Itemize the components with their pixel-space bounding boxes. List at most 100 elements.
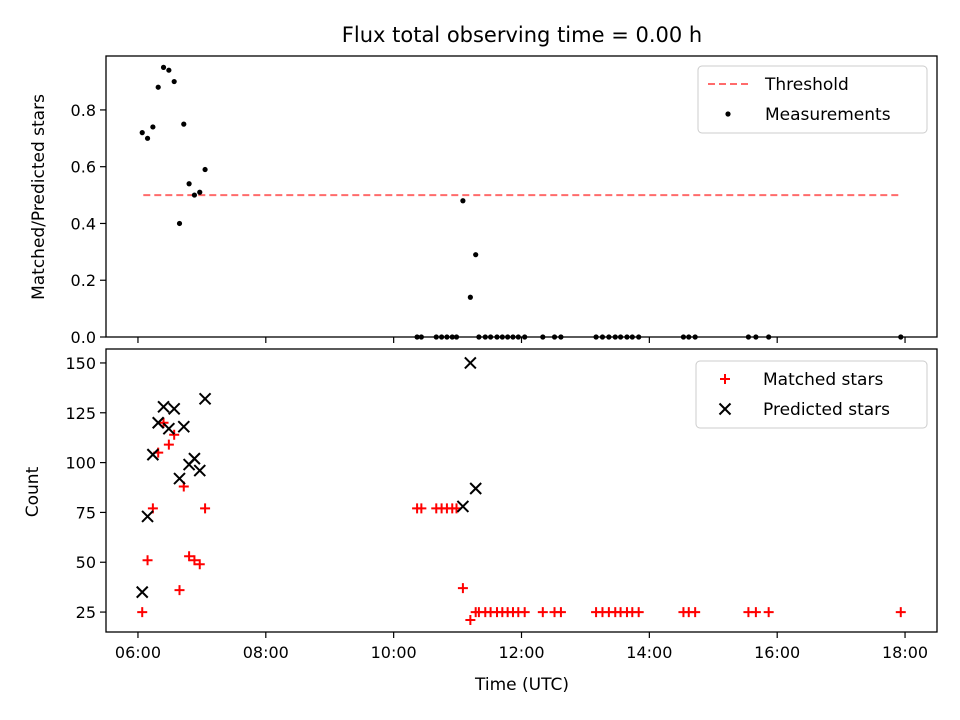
y-tick-label: 75 [76,503,96,522]
x-marker-icon [718,402,732,416]
measurement-point [139,130,145,136]
x-tick-label: 18:00 [882,643,928,662]
measurement-point [166,67,172,73]
measurement-point [540,334,546,340]
matched-star-point [174,585,185,596]
measurement-point [476,334,482,340]
measurement-point [558,334,564,340]
matched-star-point [895,607,906,618]
measurement-point [612,334,618,340]
measurement-point [522,334,528,340]
predicted-star-point [469,482,482,495]
matched-star-point [184,551,195,562]
measurement-point [636,334,642,340]
y-tick-label: 0.6 [71,158,96,177]
legend-predicted-label: Predicted stars [763,400,890,420]
top-plot-frame [105,55,938,338]
measurement-point [692,334,698,340]
chart-title: Flux total observing time = 0.00 h [342,23,702,47]
matched-star-point [537,607,548,618]
x-tick-label: 12:00 [498,643,544,662]
y-tick-label: 0.4 [71,214,96,233]
top-axes: 0.00.20.40.60.8 Matched/Predicted stars … [29,55,938,347]
matched-star-point [465,615,476,626]
measurement-point [473,252,479,258]
predicted-star-point [157,400,170,414]
measurement-point [186,181,192,187]
matched-star-point [189,555,200,566]
measurement-point [433,334,439,340]
predicted-star-point [193,464,206,477]
measurement-point [155,84,161,90]
legend-measurements-label: Measurements [765,105,891,125]
measurement-point [680,334,687,340]
bottom-legend-box [695,360,928,429]
measurement-point [515,334,521,340]
matched-star-point [142,555,153,566]
measurement-point [505,334,511,340]
matched-star-point [519,607,530,618]
measurement-point [617,334,624,340]
measurement-point [171,78,177,85]
measurement-point [197,189,203,195]
measurement-point [488,334,494,340]
measurement-point [499,334,505,340]
predicted-star-point [173,472,186,485]
measurement-point [160,64,167,70]
measurement-point [150,124,156,130]
measurement-point [453,334,460,340]
measurement-point [593,334,599,340]
y-tick-label: 100 [65,454,96,473]
predicted-star-point [177,420,190,433]
measurement-point [629,334,635,340]
matched-star-point [690,607,701,618]
plus-marker-icon [720,374,730,384]
matched-star-point [750,607,761,618]
y-tick-label: 25 [76,603,96,622]
top-legend-box [697,65,928,134]
legend-matched-label: Matched stars [763,370,883,390]
predicted-star-point [456,500,470,513]
matched-star-point [158,417,169,428]
matched-star-point [457,583,468,594]
y-tick-label: 125 [65,404,96,423]
matched-star-point [763,607,774,618]
measurement-point [449,334,455,340]
measurement-point [414,334,420,340]
measurement-point [753,334,759,340]
predicted-star-point [151,416,165,429]
y-tick-label: 150 [65,354,96,373]
y-tick-label: 50 [76,553,96,572]
measurement-point [467,294,473,300]
matched-star-point [194,559,205,570]
measurement-point [766,334,772,340]
matched-star-point [169,429,180,440]
predicted-star-point [198,392,212,406]
measurement-point [482,334,488,340]
predicted-star-point [136,585,149,599]
measurement-point [551,334,558,340]
predicted-star-point [167,402,181,415]
x-tick-label: 10:00 [371,643,417,662]
predicted-star-point [141,510,154,523]
measurement-point [898,334,904,340]
predicted-star-point [146,448,160,461]
measurement-point [624,334,630,340]
matched-star-point [416,503,427,514]
y-tick-label: 0.8 [71,101,96,120]
measurement-point [599,334,606,340]
legend-matched-swatch [720,374,730,384]
bottom-legend: Matched stars Predicted stars [695,360,928,429]
legend-measurements-swatch [725,111,731,117]
matched-star-point [633,607,644,618]
x-tick-label: 16:00 [754,643,800,662]
legend-predicted-swatch [718,402,732,416]
measurement-point [606,334,612,340]
measurement-point [191,192,198,198]
measurement-point [144,135,151,141]
predicted-star-point [464,356,477,370]
measurement-point [176,220,183,227]
x-tick-label: 06:00 [115,643,161,662]
measurement-point [444,334,450,340]
